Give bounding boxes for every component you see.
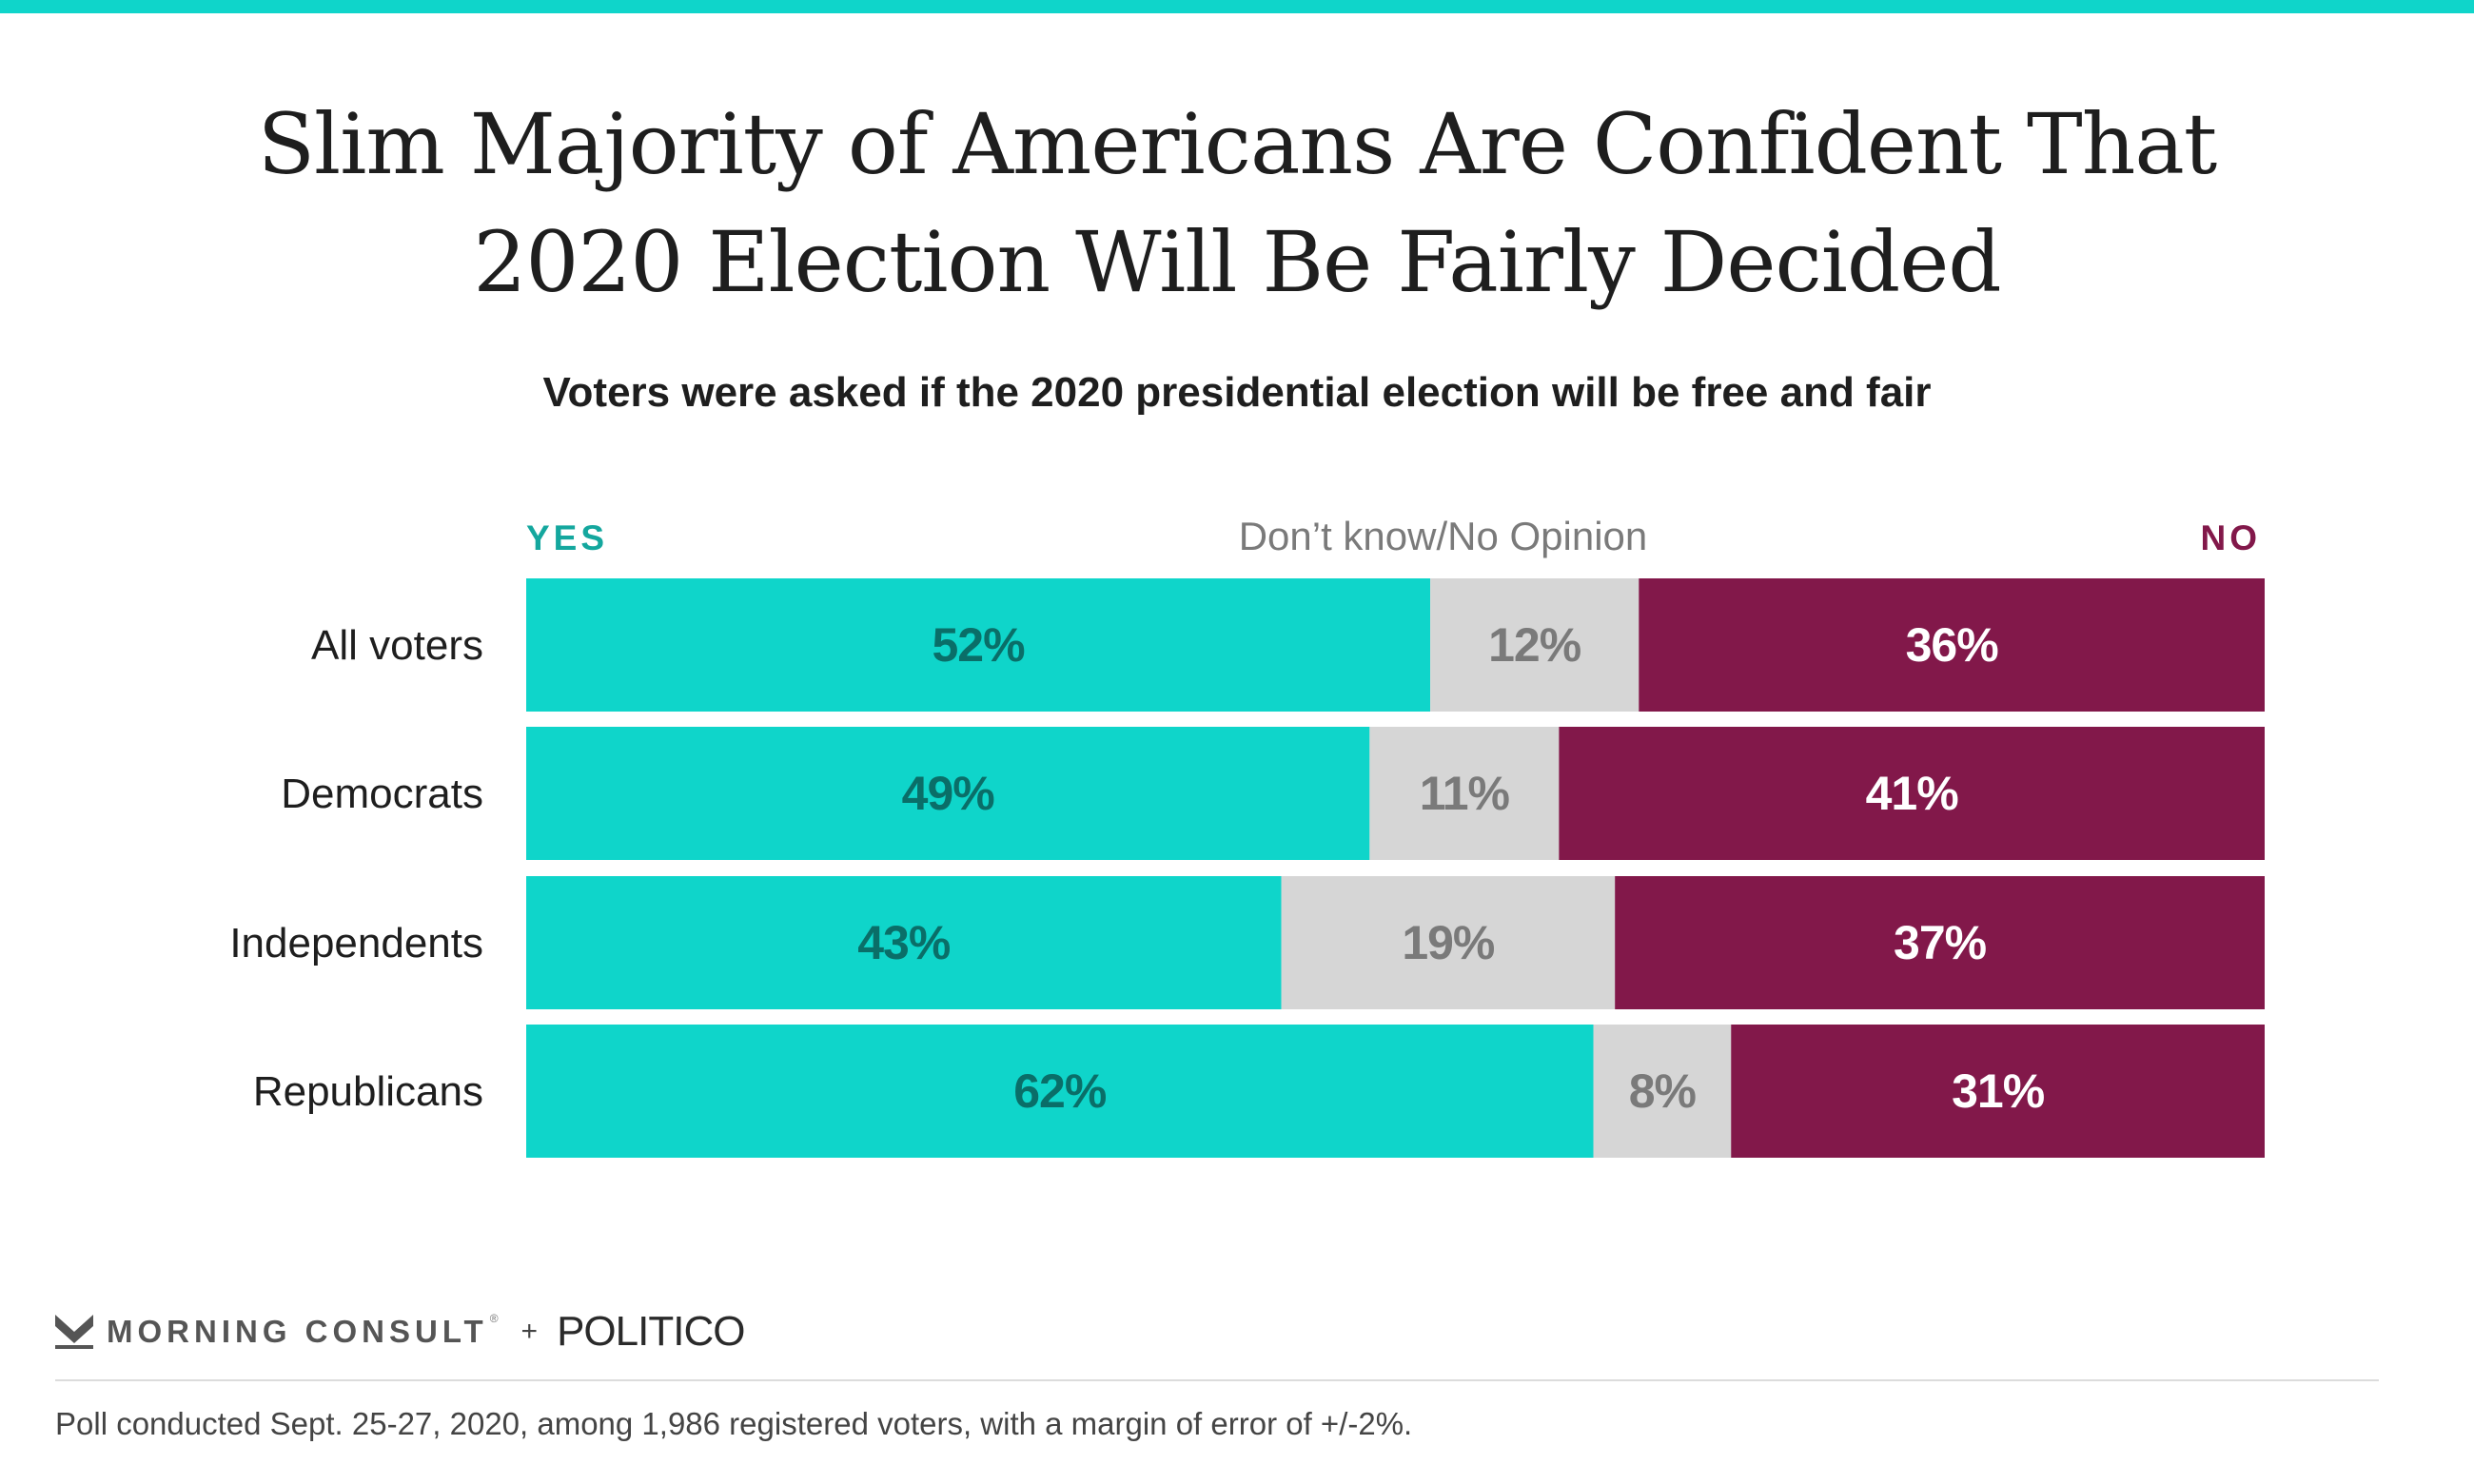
chart-title-line-1: Slim Majority of Americans Are Confident… [257, 95, 2217, 193]
category-label: Republicans [253, 1068, 483, 1115]
data-label-no: 41% [1866, 767, 1959, 820]
bar-no [1731, 1025, 2265, 1158]
footer-divider [55, 1379, 2379, 1381]
bar-no [1639, 578, 2265, 712]
data-label-yes: 43% [857, 916, 951, 969]
bar-yes [526, 876, 1282, 1009]
bar-no [1559, 727, 2265, 860]
bar-yes [526, 727, 1370, 860]
registered-mark: ® [489, 1312, 499, 1325]
data-label-no: 31% [1952, 1064, 2045, 1118]
politico-wordmark: POLITICO [557, 1308, 745, 1355]
data-label-dont-know: 12% [1488, 618, 1581, 672]
data-label-no: 36% [1906, 618, 1999, 672]
category-label: Democrats [281, 771, 483, 817]
footnote: Poll conducted Sept. 25-27, 2020, among … [55, 1406, 1413, 1441]
bar-no [1615, 876, 2265, 1009]
bar-yes [526, 578, 1431, 712]
data-label-yes: 52% [932, 618, 1025, 672]
category-label: Independents [229, 920, 483, 967]
morning-consult-wordmark: MORNING CONSULT [107, 1314, 488, 1349]
branding: MORNING CONSULT ® + POLITICO [55, 1303, 745, 1360]
bar-dont-know [1281, 876, 1616, 1009]
bar-dont-know [1369, 727, 1560, 860]
bar-dont-know [1430, 578, 1640, 712]
brand-plus: + [520, 1316, 539, 1347]
data-label-yes: 49% [902, 767, 995, 820]
bar-yes [526, 1025, 1594, 1158]
legend-no: NO [2201, 518, 2262, 557]
top-accent-rule [0, 0, 2474, 13]
legend-yes: YES [526, 518, 608, 557]
category-label: All voters [311, 622, 483, 669]
chart-title-line-2: 2020 Election Will Be Fairly Decided [473, 213, 2001, 311]
chart-title: Slim Majority of Americans Are Confident… [0, 86, 2474, 322]
data-label-dont-know: 11% [1420, 767, 1510, 820]
bar-dont-know [1593, 1025, 1732, 1158]
data-label-no: 37% [1894, 916, 1987, 969]
data-label-dont-know: 19% [1402, 916, 1495, 969]
data-label-yes: 62% [1013, 1064, 1107, 1118]
chart-subtitle: Voters were asked if the 2020 presidenti… [542, 369, 1932, 416]
morning-consult-logo-icon [55, 1315, 93, 1349]
legend-dont-know: Don’t know/No Opinion [1239, 514, 1648, 558]
data-label-dont-know: 8% [1629, 1064, 1697, 1118]
